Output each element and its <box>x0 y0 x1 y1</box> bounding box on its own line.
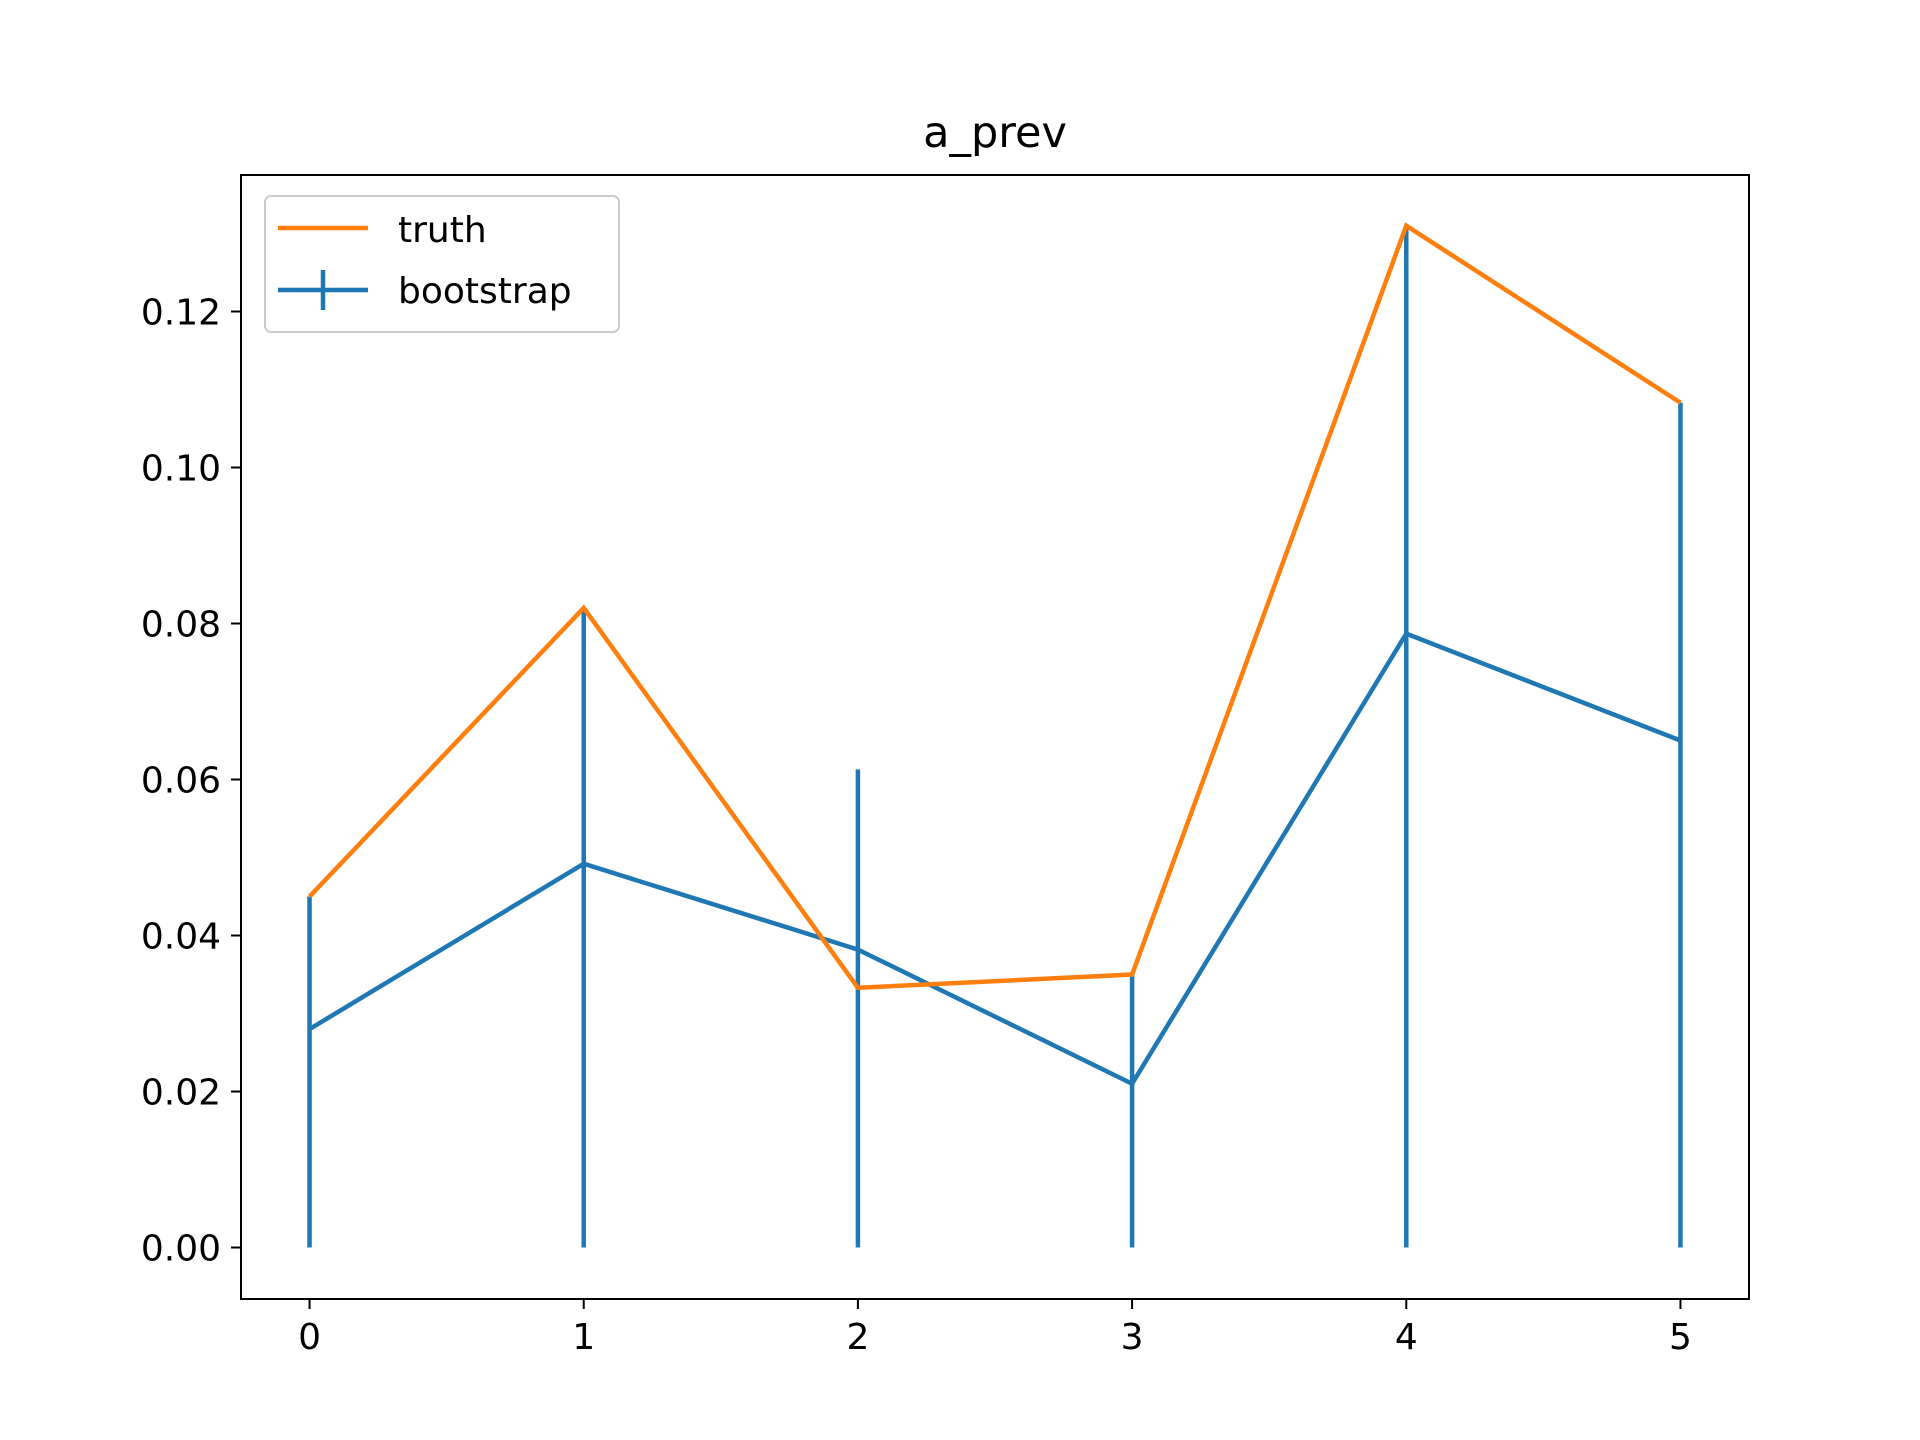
series-line-bootstrap <box>308 630 1682 1087</box>
x-tick-label: 3 <box>1121 1317 1144 1358</box>
x-tick-label: 4 <box>1395 1317 1418 1358</box>
legend-label-bootstrap: bootstrap <box>398 271 572 312</box>
plot-series <box>307 222 1683 1248</box>
y-tick-label: 0.00 <box>141 1229 221 1270</box>
plot-frame <box>240 174 1750 1300</box>
x-tick-label: 0 <box>298 1317 321 1358</box>
series-line-truth <box>307 222 1682 991</box>
y-tick-label: 0.08 <box>141 605 221 646</box>
y-tick-label: 0.06 <box>141 761 221 802</box>
x-tick-label: 5 <box>1669 1317 1692 1358</box>
x-tick-label: 2 <box>846 1317 869 1358</box>
y-tick-label: 0.04 <box>141 917 221 958</box>
x-tick-label: 1 <box>572 1317 595 1358</box>
y-tick-label: 0.10 <box>141 449 221 490</box>
y-axis: 0.00 0.02 0.04 0.06 0.08 0.10 0.12 <box>141 293 241 1270</box>
x-axis: 0 1 2 3 4 5 <box>298 1299 1692 1358</box>
chart-title: a_prev <box>923 108 1067 158</box>
legend: truth bootstrap <box>264 195 620 333</box>
y-tick-label: 0.12 <box>141 293 221 334</box>
y-tick-label: 0.02 <box>141 1073 221 1114</box>
legend-label-truth: truth <box>398 210 487 251</box>
